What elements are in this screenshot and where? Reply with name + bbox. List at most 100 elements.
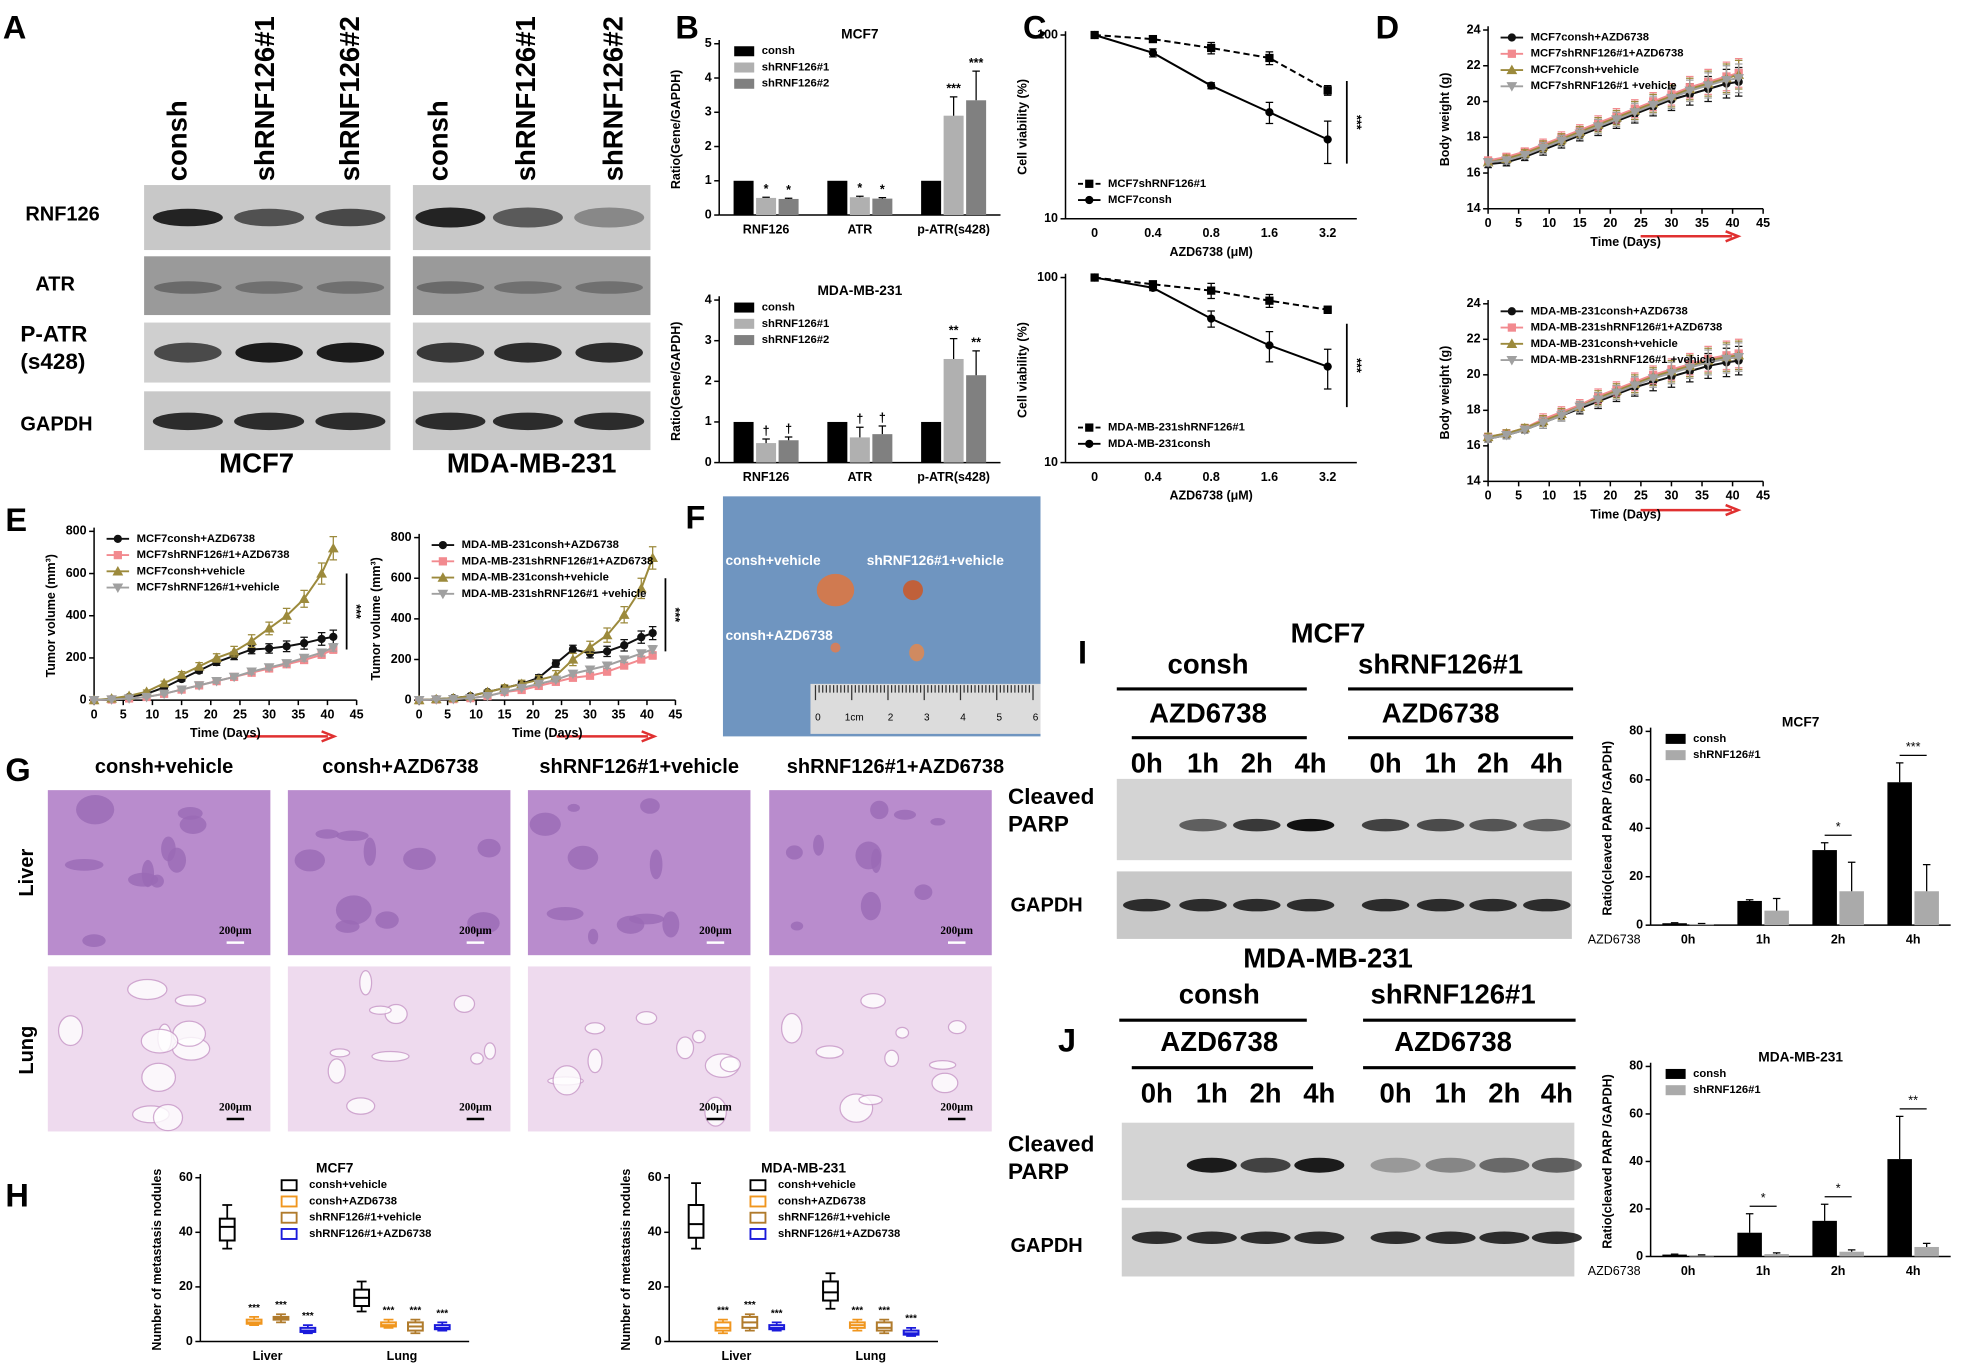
ruler-label: 2 bbox=[888, 712, 894, 723]
row-label: P-ATR (s428) bbox=[20, 321, 88, 374]
point bbox=[635, 583, 647, 593]
point bbox=[176, 669, 187, 679]
legend-marker bbox=[1506, 82, 1518, 92]
tissue-feature bbox=[371, 1050, 410, 1062]
treatment-label: AZD6738 bbox=[1394, 1026, 1512, 1057]
significance: * bbox=[786, 183, 791, 197]
y-tick-label: 0 bbox=[1636, 917, 1643, 931]
tissue-feature bbox=[128, 872, 159, 887]
significance: † bbox=[785, 422, 792, 436]
legend-label: MDA-MB-231consh+vehicle bbox=[462, 572, 609, 584]
significance: *** bbox=[946, 82, 961, 96]
point bbox=[1323, 135, 1332, 144]
significance: † bbox=[879, 411, 886, 425]
bar bbox=[1914, 891, 1939, 926]
error-bar bbox=[1847, 861, 1856, 892]
legend-label: shRNF126#2 bbox=[762, 78, 830, 90]
y-tick-label: 18 bbox=[1467, 403, 1481, 417]
band bbox=[1523, 818, 1571, 832]
point bbox=[1733, 352, 1745, 363]
y-tick-label: 14 bbox=[1467, 474, 1481, 488]
cell-line-label: MDA-MB-231 bbox=[447, 447, 617, 478]
band bbox=[1469, 818, 1517, 832]
tissue-feature bbox=[346, 1097, 376, 1115]
time-label: 4h bbox=[1531, 747, 1563, 778]
band bbox=[1294, 1157, 1345, 1173]
significance: *** bbox=[905, 1314, 917, 1325]
significance: * bbox=[1761, 1191, 1766, 1205]
legend-label: shRNF126#1 bbox=[762, 318, 830, 330]
row-label: GAPDH bbox=[20, 413, 92, 435]
legend-swatch bbox=[280, 1211, 298, 1224]
point bbox=[228, 672, 240, 683]
tissue-feature bbox=[174, 994, 207, 1007]
row-label: RNF126 bbox=[25, 203, 99, 225]
bar bbox=[778, 440, 799, 463]
annotation: *** bbox=[1349, 358, 1363, 373]
y-tick-label: 600 bbox=[66, 566, 87, 580]
band bbox=[1416, 898, 1465, 912]
y-tick-label: 0 bbox=[705, 207, 712, 221]
band bbox=[1294, 1231, 1345, 1244]
x-tick-label: Liver bbox=[721, 1349, 751, 1363]
point bbox=[1592, 395, 1604, 406]
band bbox=[1233, 898, 1281, 912]
legend-swatch bbox=[1665, 1085, 1686, 1096]
point bbox=[1702, 81, 1714, 91]
error-bar bbox=[1847, 1249, 1856, 1252]
point bbox=[637, 655, 646, 664]
point bbox=[1519, 151, 1531, 161]
band bbox=[492, 207, 563, 228]
legend-label: MCF7shRNF126#1+AZD6738 bbox=[137, 549, 290, 561]
annotation: *** bbox=[1349, 115, 1363, 130]
tissue-feature bbox=[858, 1094, 883, 1106]
point bbox=[1148, 283, 1158, 292]
y-tick-label: 24 bbox=[1467, 296, 1481, 310]
y-tick-label: 800 bbox=[66, 524, 87, 538]
point bbox=[298, 653, 310, 664]
tissue-feature bbox=[335, 895, 372, 925]
point bbox=[327, 542, 339, 553]
tissue-feature bbox=[127, 978, 168, 1001]
significance: *** bbox=[717, 1306, 729, 1317]
significance: *** bbox=[410, 1306, 422, 1317]
y-tick-label: 2 bbox=[705, 139, 712, 153]
y-tick-label: 600 bbox=[391, 571, 412, 585]
point bbox=[263, 623, 275, 633]
x-tick-label: 0 bbox=[1091, 226, 1098, 240]
band bbox=[494, 281, 562, 294]
point bbox=[551, 659, 560, 668]
scale-bar-label: 200μm bbox=[940, 1101, 973, 1113]
point bbox=[1592, 122, 1604, 132]
x-tick-label: 20 bbox=[204, 707, 218, 721]
tissue-feature bbox=[483, 1042, 497, 1060]
legend-label: MDA-MB-231shRNF126#1 +vehicle bbox=[1531, 354, 1716, 366]
bar bbox=[733, 180, 754, 216]
legend-swatch bbox=[1665, 1068, 1686, 1079]
point bbox=[1666, 368, 1677, 379]
y-tick-label: 10 bbox=[1044, 455, 1058, 469]
point bbox=[567, 669, 579, 680]
panel-letter: J bbox=[1058, 1022, 1076, 1058]
x-tick-label: 35 bbox=[291, 707, 305, 721]
legend-label: shRNF126#2 bbox=[762, 334, 830, 346]
tissue-feature bbox=[552, 1065, 582, 1096]
row-label: GAPDH bbox=[1011, 1235, 1083, 1257]
tissue-feature bbox=[403, 847, 436, 870]
band bbox=[1233, 818, 1281, 832]
band bbox=[1179, 818, 1227, 832]
x-tick-label: ATR bbox=[847, 470, 872, 484]
tissue-feature bbox=[477, 838, 501, 858]
treatment-label: AZD6738 bbox=[1382, 697, 1500, 728]
band bbox=[1361, 898, 1410, 912]
tissue-feature bbox=[453, 994, 476, 1013]
lane-label: consh bbox=[161, 100, 192, 181]
photo-label: consh+vehicle bbox=[725, 553, 821, 568]
y-axis-label: Cell viability (%) bbox=[1015, 322, 1029, 418]
band bbox=[234, 208, 305, 227]
point bbox=[1148, 34, 1158, 44]
legend-label: shRNF126#1 bbox=[762, 61, 830, 73]
tumor bbox=[909, 643, 925, 662]
error-bar bbox=[856, 426, 864, 438]
point bbox=[1721, 75, 1732, 86]
